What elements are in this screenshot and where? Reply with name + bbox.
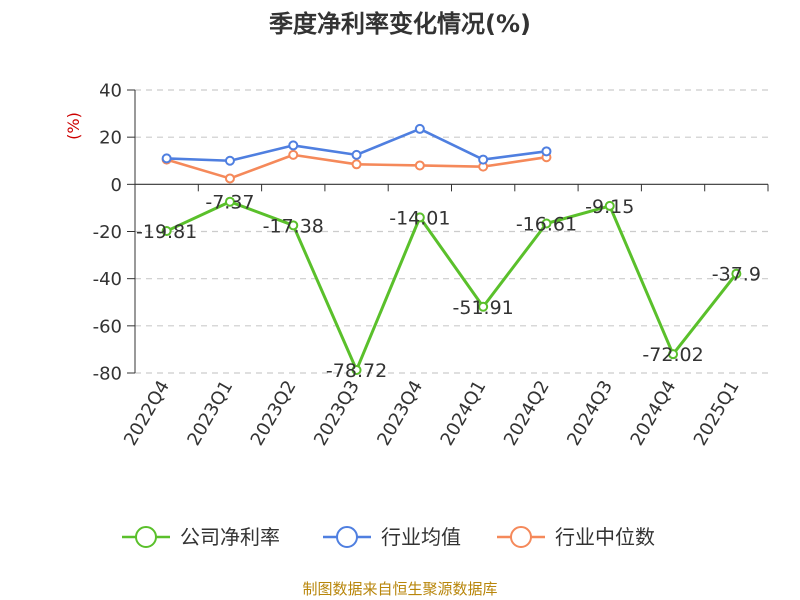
legend-label: 公司净利率 xyxy=(180,525,280,549)
y-tick-label: -80 xyxy=(93,364,122,385)
legend-item-2[interactable]: 行业中位数 xyxy=(497,525,655,549)
source-footer: 制图数据来自恒生聚源数据库 xyxy=(302,580,497,598)
data-point xyxy=(414,160,425,171)
y-tick-label: 20 xyxy=(99,128,122,149)
x-tick-labels: 2022Q4 2023Q1 2023Q2 2023Q3 2023Q4 2024Q1 2024… xyxy=(120,377,744,449)
y-tick-label: 40 xyxy=(99,81,122,102)
x-tick-label: 2023Q2 xyxy=(247,377,301,449)
x-tick-label: 2025Q1 xyxy=(690,377,744,449)
data-point xyxy=(351,364,362,375)
data-point xyxy=(224,196,235,207)
data-point xyxy=(668,349,679,360)
chart-title: 季度净利率变化情况(%) xyxy=(269,10,531,38)
series-1 xyxy=(161,123,552,166)
y-tick-label: -40 xyxy=(93,269,122,290)
data-point xyxy=(351,149,362,160)
data-point xyxy=(604,200,615,211)
x-tick-label: 2023Q1 xyxy=(183,377,237,449)
y-tick-label: 0 xyxy=(111,175,122,196)
series-layer xyxy=(161,123,742,375)
x-tick-label: 2022Q4 xyxy=(120,377,174,449)
legend-swatch-marker xyxy=(135,526,157,548)
data-point xyxy=(161,153,172,164)
y-tick-label: -20 xyxy=(93,222,122,243)
y-axis-unit-label: (%) xyxy=(64,112,83,140)
legend-item-1[interactable]: 行业均值 xyxy=(323,525,461,549)
data-point xyxy=(541,218,552,229)
data-label: -51.91 xyxy=(453,297,514,319)
data-label: -19.81 xyxy=(136,221,197,243)
y-tick-labels: 40 20 0 -20 -40 -60 -80 xyxy=(93,81,122,385)
legend-swatch-marker xyxy=(336,526,358,548)
data-point xyxy=(288,149,299,160)
data-label: -16.61 xyxy=(516,214,577,236)
data-labels: -19.81 -7.37 -17.38 -78.72 -14.01 -51.91 -16.6… xyxy=(136,192,761,382)
x-tick-label: 2023Q4 xyxy=(373,377,427,449)
data-point xyxy=(731,268,742,279)
data-label: -9.15 xyxy=(585,196,634,218)
x-tick-label: 2024Q4 xyxy=(626,377,680,449)
data-point xyxy=(288,220,299,231)
data-point xyxy=(478,301,489,312)
series-0 xyxy=(161,196,742,375)
grid-lines xyxy=(127,89,768,374)
data-label: -37.9 xyxy=(712,264,761,286)
x-tick-label: 2024Q2 xyxy=(500,377,554,449)
data-point xyxy=(224,155,235,166)
x-tick-label: 2024Q1 xyxy=(437,377,491,449)
data-point xyxy=(478,154,489,165)
data-point xyxy=(541,146,552,157)
data-point xyxy=(351,159,362,170)
legend[interactable]: 公司净利率 行业均值 行业中位数 xyxy=(122,525,655,549)
x-tick-label: 2023Q3 xyxy=(310,377,364,449)
data-label: -17.38 xyxy=(263,215,324,237)
data-label: -78.72 xyxy=(326,360,387,382)
data-point xyxy=(414,212,425,223)
data-point xyxy=(288,140,299,151)
data-label: -14.01 xyxy=(389,207,450,229)
data-point xyxy=(414,123,425,134)
legend-label: 行业均值 xyxy=(381,525,461,549)
x-tick-label: 2024Q3 xyxy=(563,377,617,449)
data-label: -72.02 xyxy=(642,344,703,366)
series-line xyxy=(166,200,738,372)
legend-label: 行业中位数 xyxy=(555,525,655,549)
axes xyxy=(134,90,769,373)
data-point xyxy=(224,173,235,184)
y-tick-label: -60 xyxy=(93,316,122,337)
legend-swatch-marker xyxy=(510,526,532,548)
data-point xyxy=(161,226,172,237)
data-label: -7.37 xyxy=(205,192,254,214)
legend-item-0[interactable]: 公司净利率 xyxy=(122,525,280,549)
